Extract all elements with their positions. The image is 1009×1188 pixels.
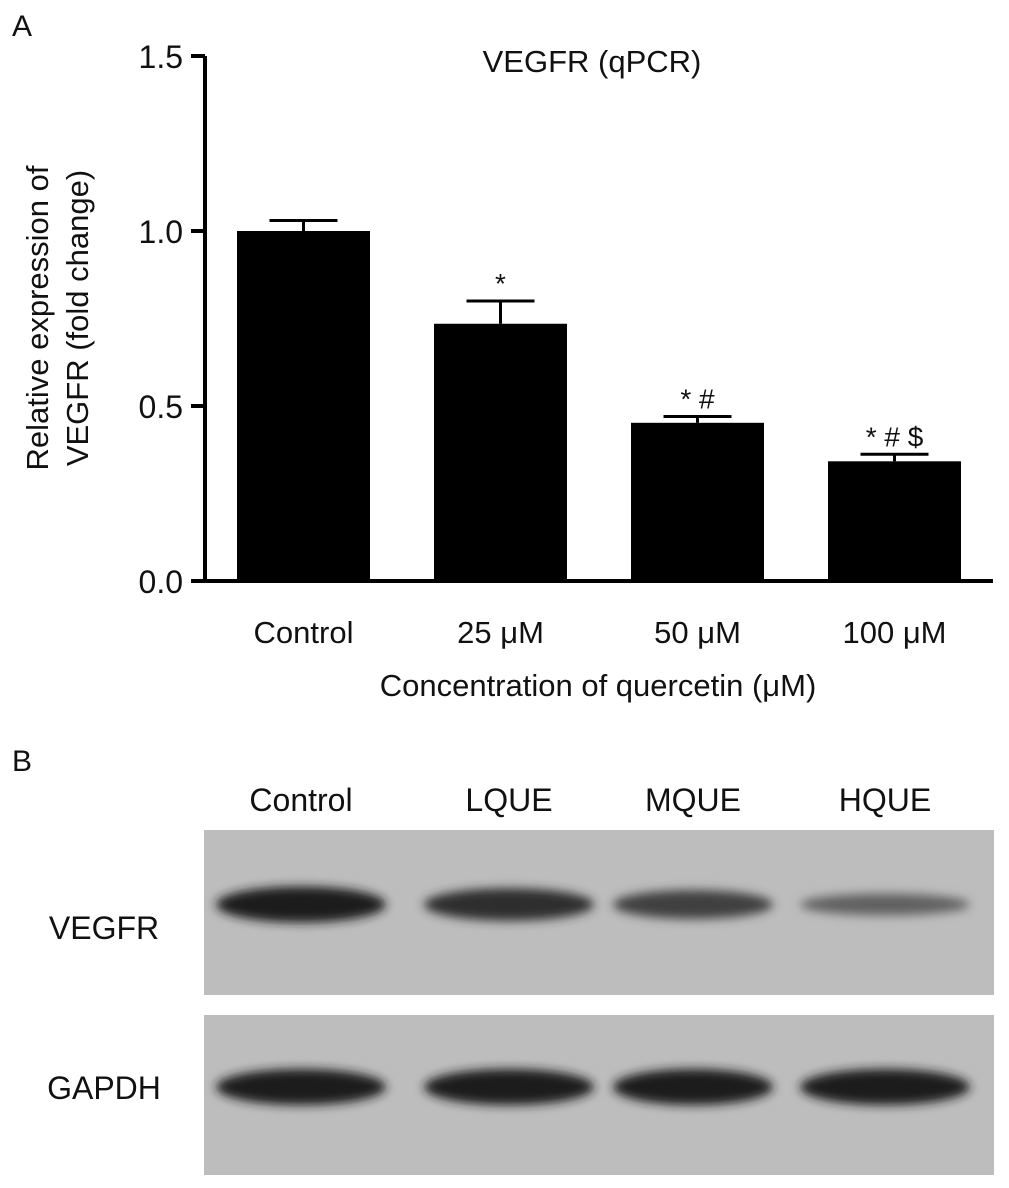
blot-band (800, 1069, 970, 1105)
bar-chart: VEGFR (qPCR) Relative expression of VEGF… (20, 39, 993, 703)
panel-a-label: A (12, 10, 33, 43)
y-tick-label: 0.0 (139, 564, 183, 600)
blot-band (800, 893, 970, 916)
bar (828, 461, 961, 581)
blot-band (613, 1069, 773, 1105)
bar (434, 323, 567, 581)
vegfr-blot (204, 830, 994, 995)
blot-lane-label: Control (249, 782, 353, 818)
blot-lane-label: HQUE (838, 782, 932, 818)
bars (237, 231, 961, 581)
significance-marker: * # $ (866, 421, 924, 452)
chart-title: VEGFR (qPCR) (483, 44, 702, 79)
x-tick-label: 25 μM (457, 615, 544, 650)
y-axis-label: Relative expression of VEGFR (fold chang… (20, 165, 95, 470)
blot-row-label: VEGFR (48, 910, 160, 946)
significance-annotations: * * # * # $ (495, 268, 924, 452)
gapdh-blot (204, 1015, 994, 1175)
y-axis-label-line-1: Relative expression of (20, 165, 55, 470)
blot-lane-label: MQUE (645, 782, 741, 818)
blot-row-label: GAPDH (47, 1070, 161, 1106)
y-tick-label: 1.5 (139, 39, 183, 75)
error-bars (269, 219, 929, 462)
blot-band (613, 890, 773, 919)
blot-band (424, 1069, 594, 1105)
x-tick-label: 50 μM (654, 615, 741, 650)
x-axis-label: Concentration of quercetin (μM) (380, 668, 817, 703)
y-tick-label: 1.0 (139, 214, 183, 250)
significance-marker: * (495, 268, 506, 299)
x-tick-labels: Control 25 μM 50 μM 100 μM (254, 615, 947, 650)
significance-marker: * # (680, 384, 715, 415)
bar (631, 422, 764, 581)
y-axis-label-line-2: VEGFR (fold change) (60, 170, 95, 466)
x-tick-label: Control (254, 615, 354, 650)
panel-b-label: B (12, 745, 33, 778)
blot-band (216, 1069, 386, 1105)
blot-lane-label: LQUE (465, 782, 553, 818)
x-tick-label: 100 μM (842, 615, 946, 650)
y-ticks: 0.0 0.5 1.0 1.5 (139, 39, 205, 600)
y-tick-label: 0.5 (139, 389, 183, 425)
blot-band (216, 886, 386, 923)
bar (237, 231, 370, 581)
blot-band (424, 888, 594, 921)
